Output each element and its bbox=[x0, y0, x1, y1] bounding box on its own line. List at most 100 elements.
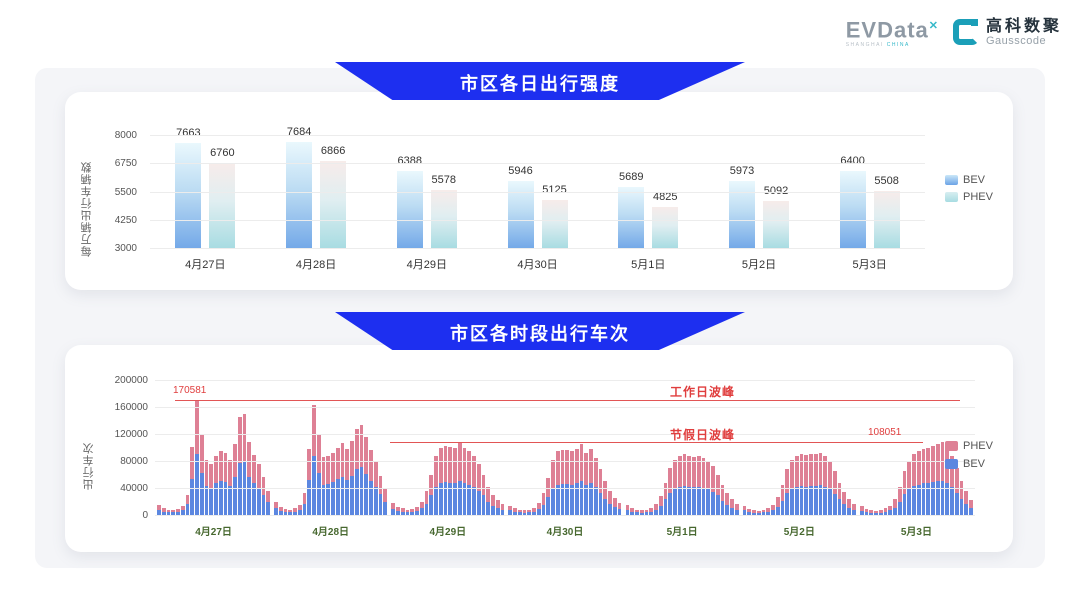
bev-segment bbox=[921, 483, 926, 515]
bev-segment bbox=[742, 510, 747, 515]
phev-segment bbox=[467, 450, 472, 485]
stacked-bar bbox=[233, 444, 237, 515]
x-tick-label: 4月29日 bbox=[429, 527, 467, 538]
stacked-bar bbox=[888, 505, 893, 515]
bev-segment bbox=[771, 510, 775, 515]
stacked-bar bbox=[560, 449, 565, 515]
stacked-bar bbox=[256, 463, 261, 515]
bar-group: 6388 5578 bbox=[371, 135, 482, 248]
stacked-bar bbox=[190, 446, 194, 515]
holiday-peak-line bbox=[390, 442, 923, 443]
phev-segment bbox=[214, 455, 218, 484]
phev-segment bbox=[555, 450, 560, 485]
stacked-bar bbox=[869, 510, 874, 515]
phev-segment bbox=[321, 456, 326, 485]
stacked-bar bbox=[195, 399, 199, 515]
chart1-plot: 7663 6760 7684 6866 6388 5578 5946 5125 5689 4825… bbox=[150, 126, 925, 249]
bev-segment bbox=[261, 494, 266, 515]
bev-segment bbox=[293, 511, 297, 515]
bev-segment bbox=[297, 509, 302, 515]
stacked-bar bbox=[199, 434, 204, 515]
bev-segment bbox=[438, 482, 443, 515]
legend-item-phev[interactable]: PHEV bbox=[945, 191, 993, 203]
stacked-bar bbox=[335, 447, 340, 515]
phev-segment bbox=[888, 505, 893, 511]
gridline bbox=[150, 219, 925, 221]
phev-segment bbox=[541, 493, 546, 505]
bev-segment bbox=[467, 484, 472, 515]
stacked-bar bbox=[635, 509, 639, 515]
phev-segment bbox=[345, 448, 350, 480]
bev-segment bbox=[288, 512, 293, 515]
phev-segment bbox=[813, 454, 818, 486]
chart1-y-axis-label: 每万辆出行车辆数 bbox=[81, 161, 93, 257]
bev-segment bbox=[527, 512, 532, 515]
phev-segment bbox=[864, 508, 869, 513]
stacked-bar bbox=[847, 498, 851, 515]
phev-segment bbox=[274, 501, 278, 508]
bev-segment bbox=[410, 511, 415, 515]
bev-segment bbox=[715, 495, 720, 515]
bar-value-label: 5973 bbox=[729, 164, 755, 177]
phev-segment bbox=[266, 490, 270, 503]
bev-segment bbox=[964, 503, 969, 515]
bev-segment bbox=[828, 489, 832, 515]
legend-item-bev[interactable]: BEV bbox=[945, 174, 993, 186]
stacked-bar bbox=[252, 454, 256, 515]
bev-segment bbox=[916, 484, 921, 515]
phev-segment bbox=[354, 428, 359, 470]
stacked-bar bbox=[603, 481, 608, 515]
phev-segment bbox=[589, 448, 593, 484]
phev-bar: 5092 bbox=[762, 185, 789, 248]
x-tick-label: 4月27日 bbox=[195, 527, 232, 538]
bev-segment bbox=[668, 492, 673, 515]
bev-segment bbox=[687, 486, 692, 515]
phev-segment bbox=[256, 463, 261, 488]
bev-segment bbox=[359, 467, 364, 515]
phev-segment bbox=[725, 493, 730, 505]
bev-segment bbox=[400, 511, 405, 515]
x-tick-label: 4月27日 bbox=[185, 259, 226, 271]
bar-value-label: 7684 bbox=[286, 126, 312, 139]
phev-segment bbox=[261, 477, 266, 495]
stacked-bar bbox=[935, 444, 940, 515]
phev-bar: 6866 bbox=[320, 145, 347, 248]
y-tick-label: 160000 bbox=[114, 402, 148, 413]
legend-item-bev[interactable]: BEV bbox=[945, 458, 993, 470]
stacked-bar bbox=[668, 467, 673, 515]
bev-segment bbox=[931, 481, 935, 515]
stacked-bar bbox=[785, 469, 790, 515]
phev-bar: 5508 bbox=[873, 175, 900, 248]
bev-segment bbox=[907, 489, 912, 515]
y-tick-label: 40000 bbox=[120, 483, 148, 494]
bev-segment bbox=[766, 511, 771, 515]
phev-segment bbox=[415, 506, 419, 511]
phev-segment bbox=[190, 446, 194, 479]
stacked-bar bbox=[720, 484, 725, 515]
phev-segment bbox=[761, 509, 766, 513]
stacked-bar bbox=[752, 510, 756, 515]
stacked-bar bbox=[307, 448, 312, 515]
stacked-bar bbox=[214, 455, 218, 515]
legend-item-phev[interactable]: PHEV bbox=[945, 440, 993, 452]
phev-segment bbox=[481, 474, 486, 496]
bev-segment bbox=[307, 479, 312, 515]
stacked-bar bbox=[818, 452, 823, 515]
day-group bbox=[155, 380, 272, 515]
bev-segment bbox=[897, 501, 902, 515]
phev-segment bbox=[495, 500, 500, 508]
x-tick-label: 4月30日 bbox=[517, 259, 558, 271]
bev-segment bbox=[589, 483, 593, 515]
phev-segment bbox=[400, 508, 405, 512]
gridline bbox=[155, 515, 975, 516]
phev-segment bbox=[696, 455, 701, 487]
stacked-bar bbox=[157, 504, 161, 515]
bev-segment bbox=[415, 510, 419, 515]
stacked-bar bbox=[658, 496, 663, 515]
phev-segment bbox=[969, 500, 973, 509]
gridline bbox=[155, 461, 975, 462]
phev-segment bbox=[677, 455, 682, 487]
phev-segment bbox=[935, 444, 940, 482]
bev-segment bbox=[842, 504, 847, 515]
bev-bar: 5946 bbox=[507, 165, 534, 248]
